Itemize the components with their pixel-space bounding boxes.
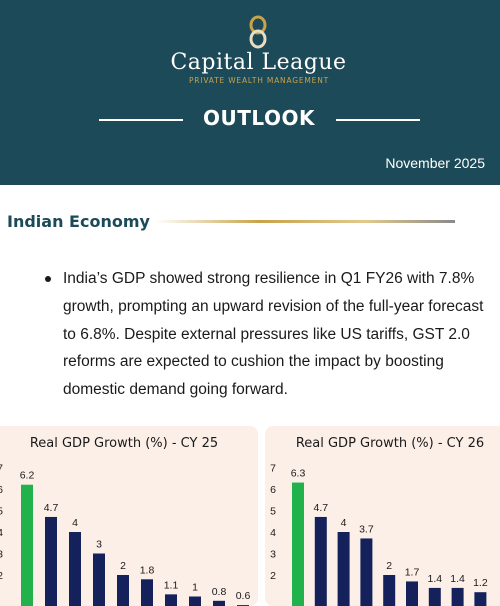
bar xyxy=(315,517,327,606)
bar-value-label: 1 xyxy=(192,582,198,594)
y-tick-label: 7 xyxy=(270,463,276,475)
y-tick-label: 5 xyxy=(270,506,276,518)
bar xyxy=(452,588,464,606)
bar xyxy=(338,532,350,606)
bar-value-label: 1.7 xyxy=(405,566,420,578)
bar xyxy=(383,575,395,606)
bar-value-label: 1.4 xyxy=(427,573,442,585)
bar xyxy=(141,579,153,606)
y-tick-label: 4 xyxy=(270,527,276,539)
bullet-paragraph: India’s GDP showed strong resilience in … xyxy=(63,265,495,404)
bar xyxy=(45,517,57,606)
bar-value-label: 3.7 xyxy=(359,523,374,535)
chart-canvas: 2 3 4 5 6 7 6.3 4.7 4 3.7 2 1.7 1.4 1.4 1.2 xyxy=(265,426,500,606)
y-tick-label: 5 xyxy=(0,506,3,518)
bar xyxy=(406,581,418,606)
y-tick-label: 6 xyxy=(270,484,276,496)
page-title: OUTLOOK xyxy=(0,106,500,130)
bar-value-label: 2 xyxy=(386,560,392,572)
brand-tagline: PRIVATE WEALTH MANAGEMENT xyxy=(0,76,500,85)
y-tick-label: 2 xyxy=(270,570,276,582)
bar-value-label: 6.3 xyxy=(291,468,306,480)
y-tick-label: 6 xyxy=(0,484,3,496)
y-tick-label: 2 xyxy=(0,570,3,582)
bullet-icon xyxy=(45,276,51,282)
y-tick-label: 3 xyxy=(270,549,276,561)
bar-value-label: 3 xyxy=(96,539,102,551)
bar-value-label: 4.7 xyxy=(313,502,328,514)
bar xyxy=(360,538,372,606)
section-divider xyxy=(155,220,455,223)
chart-card-cy25: Real GDP Growth (%) - CY 25 2345676.24.7… xyxy=(0,426,258,606)
bar xyxy=(429,588,441,606)
bar xyxy=(213,601,225,606)
y-tick-label: 4 xyxy=(0,527,3,539)
bar xyxy=(93,554,105,606)
chart-canvas: 2 3 4 5 6 7 6.2 4.7 4 3 2 1.8 1.1 1 0.8 0.6 xyxy=(0,426,258,606)
report-header: Capital League PRIVATE WEALTH MANAGEMENT… xyxy=(0,0,500,185)
bar-value-label: 0.8 xyxy=(212,586,227,598)
bar-value-label: 4 xyxy=(341,517,347,529)
gold-ring-logo-icon xyxy=(243,14,273,50)
section-title: Indian Economy xyxy=(7,212,150,231)
y-tick-label: 7 xyxy=(0,463,3,475)
bar-value-label: 6.2 xyxy=(20,470,35,482)
bar xyxy=(292,483,304,606)
bar-value-label: 4 xyxy=(72,517,78,529)
title-rule-right xyxy=(336,119,420,121)
bar xyxy=(189,597,201,606)
bar-value-label: 1.8 xyxy=(140,564,155,576)
bar-value-label: 1.4 xyxy=(450,573,465,585)
bar xyxy=(117,575,129,606)
bar-value-label: 2 xyxy=(120,560,126,572)
bar xyxy=(21,485,33,606)
bar xyxy=(474,592,486,606)
bar-value-label: 1.2 xyxy=(473,577,488,589)
y-tick-label: 3 xyxy=(0,549,3,561)
report-date: November 2025 xyxy=(385,155,485,171)
bar xyxy=(69,532,81,606)
bar-value-label: 0.6 xyxy=(236,590,251,602)
bar xyxy=(165,594,177,606)
brand-name: Capital League xyxy=(0,50,500,75)
bar-value-label: 1.1 xyxy=(164,579,179,591)
bar-value-label: 4.7 xyxy=(44,502,59,514)
